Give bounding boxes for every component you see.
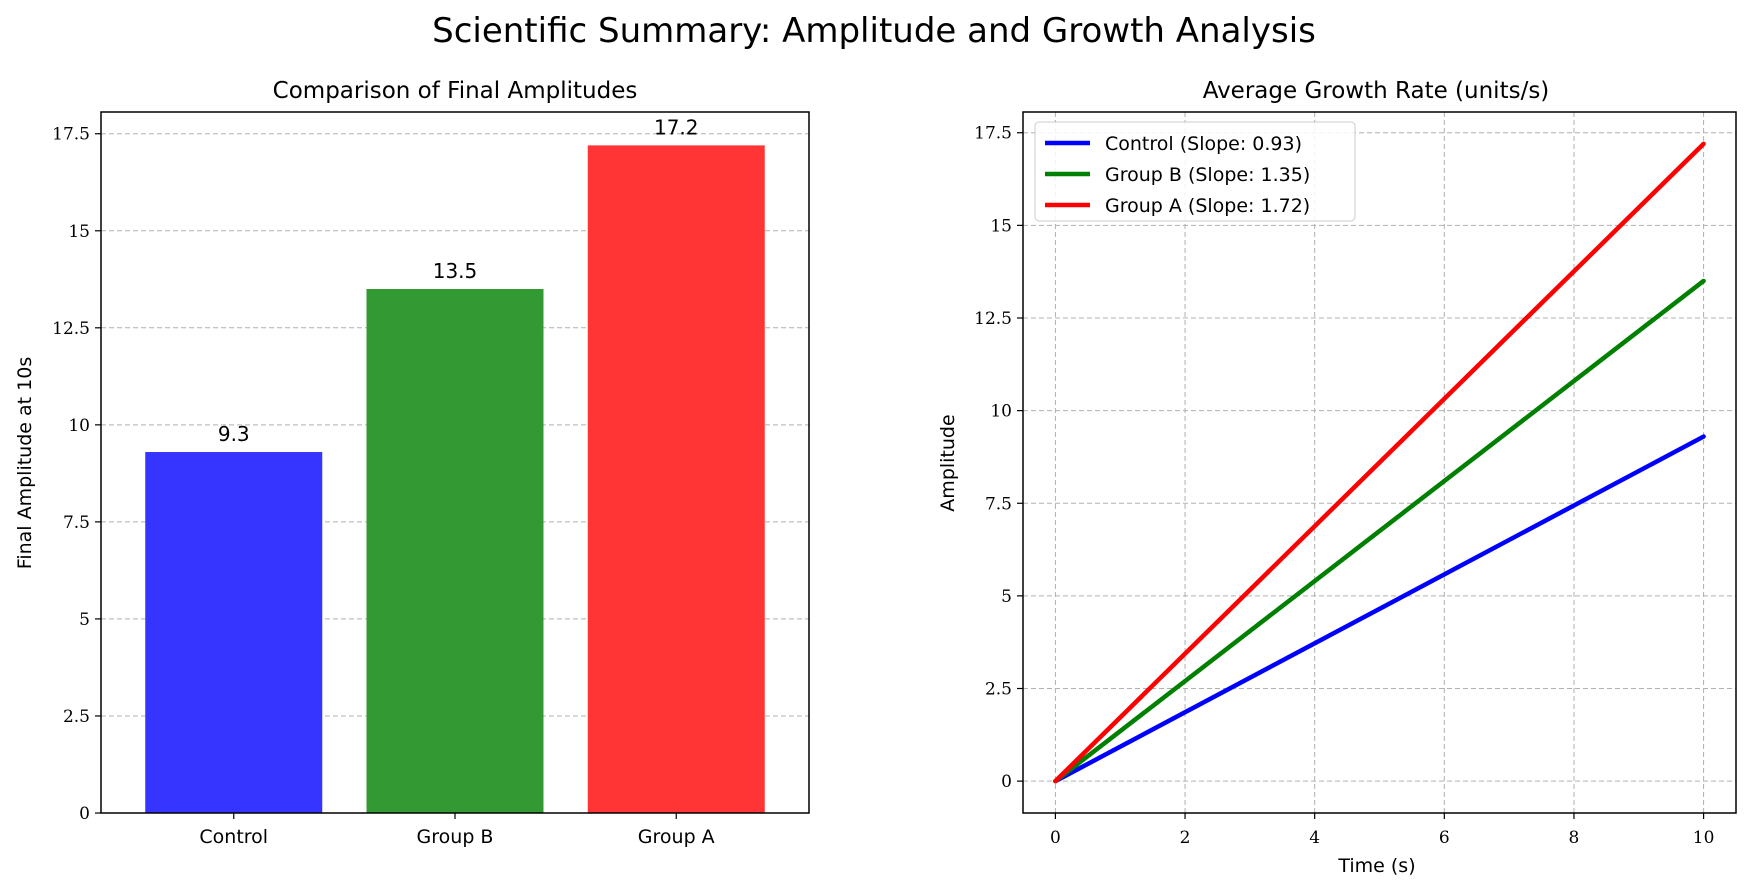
bar-value-label: 13.5	[433, 259, 478, 283]
line-chart-title: Average Growth Rate (units/s)	[1203, 78, 1550, 104]
bar-chart-y-axis: 0 2.5 5 7.5 10 12.5 15 17.5	[52, 125, 101, 824]
bar-chart-title: Comparison of Final Amplitudes	[273, 78, 638, 104]
bar-ytick-label: 0	[79, 804, 90, 824]
bar	[366, 288, 544, 813]
line-chart-frame	[1022, 111, 1737, 814]
line-ytick-label: 17.5	[974, 124, 1012, 144]
line-xtick-label: 10	[1693, 828, 1715, 848]
legend-entry-label: Control (Slope: 0.93)	[1105, 133, 1302, 155]
line-xtick-label: 8	[1569, 828, 1580, 848]
bar-chart-frame	[100, 111, 810, 814]
line-xtick-label: 4	[1309, 828, 1320, 848]
line-ytick-label: 2.5	[985, 680, 1012, 700]
line-xtick-label: 2	[1180, 828, 1191, 848]
bar-category-label: Group B	[417, 826, 494, 848]
bar-value-label: 17.2	[654, 115, 699, 139]
line-chart-xlabel: Time (s)	[1337, 855, 1415, 877]
bar-ytick-label: 12.5	[52, 319, 90, 339]
bar-ytick-label: 5	[79, 610, 90, 630]
line-chart-ylabel: Amplitude	[937, 414, 959, 511]
figure-title: Scientific Summary: Amplitude and Growth…	[432, 11, 1316, 51]
bar-ytick-label: 15	[68, 222, 90, 242]
bar-chart-x-axis: Control Group B Group A	[199, 813, 715, 848]
bar	[145, 452, 323, 813]
bar-chart-bars	[145, 145, 765, 813]
bar-ytick-label: 10	[68, 416, 90, 436]
bar	[587, 145, 765, 813]
bar-category-label: Control	[199, 826, 268, 848]
line-ytick-label: 7.5	[985, 494, 1012, 514]
line-xtick-label: 6	[1439, 828, 1450, 848]
line-chart-y-axis: 0 2.5 5 7.5 10 12.5 15 17.5	[974, 124, 1023, 792]
line-series-path	[1053, 141, 1706, 784]
bar-ytick-label: 2.5	[63, 707, 90, 727]
line-chart-series	[1053, 141, 1706, 784]
line-chart-legend: Control (Slope: 0.93) Group B (Slope: 1.3…	[1034, 121, 1356, 222]
bar-value-label: 9.3	[218, 422, 250, 446]
line-xtick-label: 0	[1050, 828, 1061, 848]
line-series-path	[1053, 434, 1706, 784]
line-ytick-label: 12.5	[974, 309, 1012, 329]
line-ytick-label: 15	[990, 216, 1012, 236]
line-ytick-label: 5	[1001, 587, 1012, 607]
line-ytick-label: 0	[1001, 772, 1012, 792]
legend-entry-label: Group B (Slope: 1.35)	[1105, 164, 1310, 186]
bar-chart-panel: Comparison of Final Amplitudes Final Amp…	[14, 78, 810, 848]
line-series-path	[1053, 278, 1706, 784]
bar-ytick-label: 7.5	[63, 513, 90, 533]
bar-ytick-label: 17.5	[52, 125, 90, 145]
bar-category-label: Group A	[638, 826, 715, 848]
bar-chart-ylabel: Final Amplitude at 10s	[14, 357, 36, 569]
line-chart-gridlines	[1023, 112, 1736, 813]
line-chart-panel: Average Growth Rate (units/s) Amplitude …	[937, 78, 1737, 877]
bar-chart-value-labels: 9.3 13.5 17.2	[218, 115, 699, 446]
legend-box	[1034, 121, 1356, 222]
line-chart-x-axis: 0 2 4 6 8 10	[1050, 813, 1714, 848]
legend-entry-label: Group A (Slope: 1.72)	[1105, 195, 1310, 217]
line-ytick-label: 10	[990, 402, 1012, 422]
